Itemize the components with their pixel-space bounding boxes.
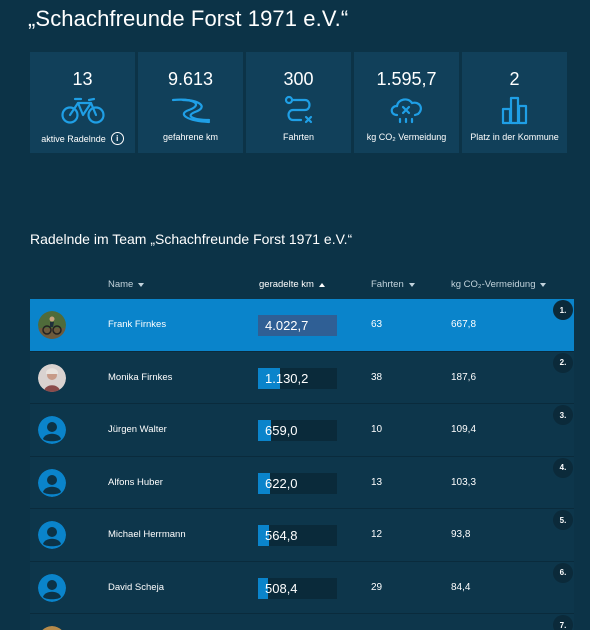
sort-down-icon — [408, 282, 415, 287]
route-icon — [277, 94, 321, 126]
stat-label-wrap: aktive Radelnde i — [30, 132, 135, 145]
rank-badge: 4. — [553, 457, 573, 478]
km-bar: 508,4 — [258, 577, 337, 599]
user-icon — [38, 468, 66, 497]
km-bar: 4.022,7 — [258, 315, 337, 336]
co2-value: 103,3 — [451, 476, 477, 488]
rank-badge: 2. — [553, 352, 573, 373]
table-row[interactable]: Monika Firnkes 1.130,2 38 187,6 2. — [30, 351, 574, 404]
km-bar-fill — [258, 577, 268, 599]
user-icon — [38, 521, 66, 549]
stat-rank: 2 Platz in der Kommune — [462, 52, 567, 153]
column-header-co2[interactable]: kg CO₂-Vermeidung — [451, 279, 547, 290]
km-bar: 1.130,2 — [258, 367, 337, 389]
table-row[interactable]: 7. — [30, 614, 574, 630]
stat-value: 1.595,7 — [376, 69, 437, 89]
trips-value: 63 — [371, 319, 383, 331]
stat-km: 9.613 gefahrene km — [138, 52, 243, 153]
sort-down-icon — [138, 282, 145, 287]
km-value: 508,4 — [265, 580, 298, 596]
stat-trips: 300 Fahrten — [246, 52, 351, 153]
stat-label: gefahrene km — [162, 132, 219, 142]
rank-badge: 6. — [553, 562, 573, 583]
rider-name: Michael Herrmann — [108, 529, 186, 541]
stat-label: Fahrten — [282, 132, 315, 142]
stat-value: 9.613 — [167, 69, 214, 89]
km-bar-fill — [258, 472, 271, 494]
km-value: 4.022,7 — [265, 318, 309, 333]
rider-name: Alfons Huber — [108, 476, 163, 488]
co2-value: 93,8 — [451, 529, 471, 541]
trips-value: 38 — [371, 371, 383, 383]
km-bar-fill — [258, 525, 270, 546]
stats-bar: 13 aktive Radelnde i 9.613 gefahrene km … — [30, 52, 567, 153]
table-row[interactable]: Alfons Huber 622,0 13 103,3 4. — [30, 456, 574, 509]
trips-value: 13 — [371, 476, 383, 488]
km-bar: 622,0 — [258, 472, 337, 494]
co2-value: 667,8 — [451, 319, 477, 331]
table-row[interactable]: Jürgen Walter 659,0 10 109,4 3. — [30, 404, 574, 457]
km-value: 622,0 — [265, 475, 298, 491]
stat-value: 2 — [509, 69, 520, 89]
km-bar: 659,0 — [258, 420, 337, 441]
column-header-name[interactable]: Name — [108, 279, 145, 290]
road-icon — [169, 94, 213, 126]
table-row[interactable]: Michael Herrmann 564,8 12 93,8 5. — [30, 509, 574, 562]
km-bar: 564,8 — [258, 525, 337, 546]
stat-value: 13 — [72, 69, 93, 89]
sort-down-icon — [540, 282, 547, 287]
rank-badge: 1. — [553, 300, 573, 320]
trips-value: 10 — [371, 424, 383, 436]
stat-co2: 1.595,7 kg CO₂ Vermeidung — [354, 52, 459, 153]
column-label: geradelte km — [259, 279, 314, 290]
km-bar-fill — [258, 420, 271, 441]
column-label: Name — [108, 279, 134, 290]
stat-active-riders: 13 aktive Radelnde i — [30, 52, 135, 153]
rank-badge: 7. — [553, 615, 573, 630]
rank-badge: 5. — [553, 510, 573, 530]
ranking-bars-icon — [493, 94, 537, 126]
avatar — [38, 363, 66, 392]
sort-up-icon — [318, 282, 325, 287]
co2-value: 109,4 — [451, 424, 477, 436]
rider-name: Jürgen Walter — [108, 424, 167, 436]
avatar — [38, 626, 66, 630]
co2-value: 84,4 — [451, 581, 471, 593]
stat-label: Platz in der Kommune — [470, 132, 559, 142]
rider-name: Frank Firnkes — [108, 319, 167, 331]
km-bar-fill — [258, 367, 281, 389]
column-label: kg CO₂-Vermeidung — [451, 279, 536, 290]
stat-label: kg CO₂ Vermeidung — [366, 132, 447, 142]
stat-label: aktive Radelnde — [41, 133, 106, 144]
table-row[interactable]: David Scheja 508,4 29 84,4 6. — [30, 561, 574, 614]
km-bar-fill — [258, 315, 337, 336]
km-value: 564,8 — [265, 528, 298, 543]
rank-badge: 3. — [553, 405, 573, 425]
riders-table: Frank Firnkes 4.022,7 63 667,8 1. Monika Firn… — [30, 299, 574, 630]
rider-name: David Scheja — [108, 581, 164, 593]
bicycle-icon — [60, 94, 105, 126]
info-icon[interactable]: i — [110, 132, 124, 145]
stat-value: 300 — [283, 69, 314, 89]
page-title: „Schachfreunde Forst 1971 e.V.“ — [28, 6, 349, 31]
user-icon — [38, 573, 66, 602]
user-icon — [38, 416, 66, 444]
column-label: Fahrten — [371, 279, 404, 290]
table-header: Name geradelte km Fahrten kg CO₂-Vermeid… — [30, 279, 574, 293]
km-value: 1.130,2 — [265, 370, 309, 386]
table-row[interactable]: Frank Firnkes 4.022,7 63 667,8 1. — [30, 299, 574, 352]
column-header-km[interactable]: geradelte km — [259, 279, 325, 290]
co2-cloud-icon — [385, 94, 429, 126]
column-header-trips[interactable]: Fahrten — [371, 279, 415, 290]
section-title: Radelnde im Team „Schachfreunde Forst 19… — [30, 231, 353, 247]
avatar — [38, 311, 66, 339]
km-value: 659,0 — [265, 423, 298, 438]
trips-value: 29 — [371, 581, 383, 593]
rider-name: Monika Firnkes — [108, 371, 173, 383]
trips-value: 12 — [371, 529, 383, 541]
co2-value: 187,6 — [451, 371, 477, 383]
